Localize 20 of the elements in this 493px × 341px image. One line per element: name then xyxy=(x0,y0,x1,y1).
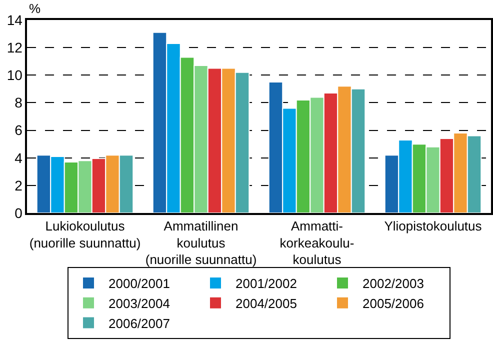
y-tick-label: 2 xyxy=(14,177,23,194)
legend-label: 2001/2002 xyxy=(236,276,297,292)
y-tick-label: 4 xyxy=(14,150,23,166)
legend-label: 2002/2003 xyxy=(362,276,424,292)
x-tick-label: Lukiokoulutus (nuorille suunnattu) xyxy=(29,218,141,250)
legend-label: 2000/2001 xyxy=(108,276,170,292)
x-tick-label: Yliopistokoulutus xyxy=(384,218,482,234)
y-axis-title: % xyxy=(29,1,41,16)
y-tick-label: 0 xyxy=(14,204,23,221)
x-tick-label: Ammatillinen koulutus (nuorille suunnattu) xyxy=(145,218,257,268)
legend-label: 2006/2007 xyxy=(108,316,170,331)
legend-label: 2005/2006 xyxy=(362,296,424,311)
y-tick-label: 12 xyxy=(6,39,23,56)
y-tick-label: 8 xyxy=(14,94,23,111)
y-tick-label: 14 xyxy=(6,12,23,28)
legend-label: 2003/2004 xyxy=(108,296,170,311)
y-tick-label: 10 xyxy=(6,67,23,84)
y-tick-label: 6 xyxy=(14,122,23,138)
legend-label: 2004/2005 xyxy=(236,296,297,311)
x-tick-label: Ammatti- korkeakoulu- koulutus xyxy=(280,218,354,268)
